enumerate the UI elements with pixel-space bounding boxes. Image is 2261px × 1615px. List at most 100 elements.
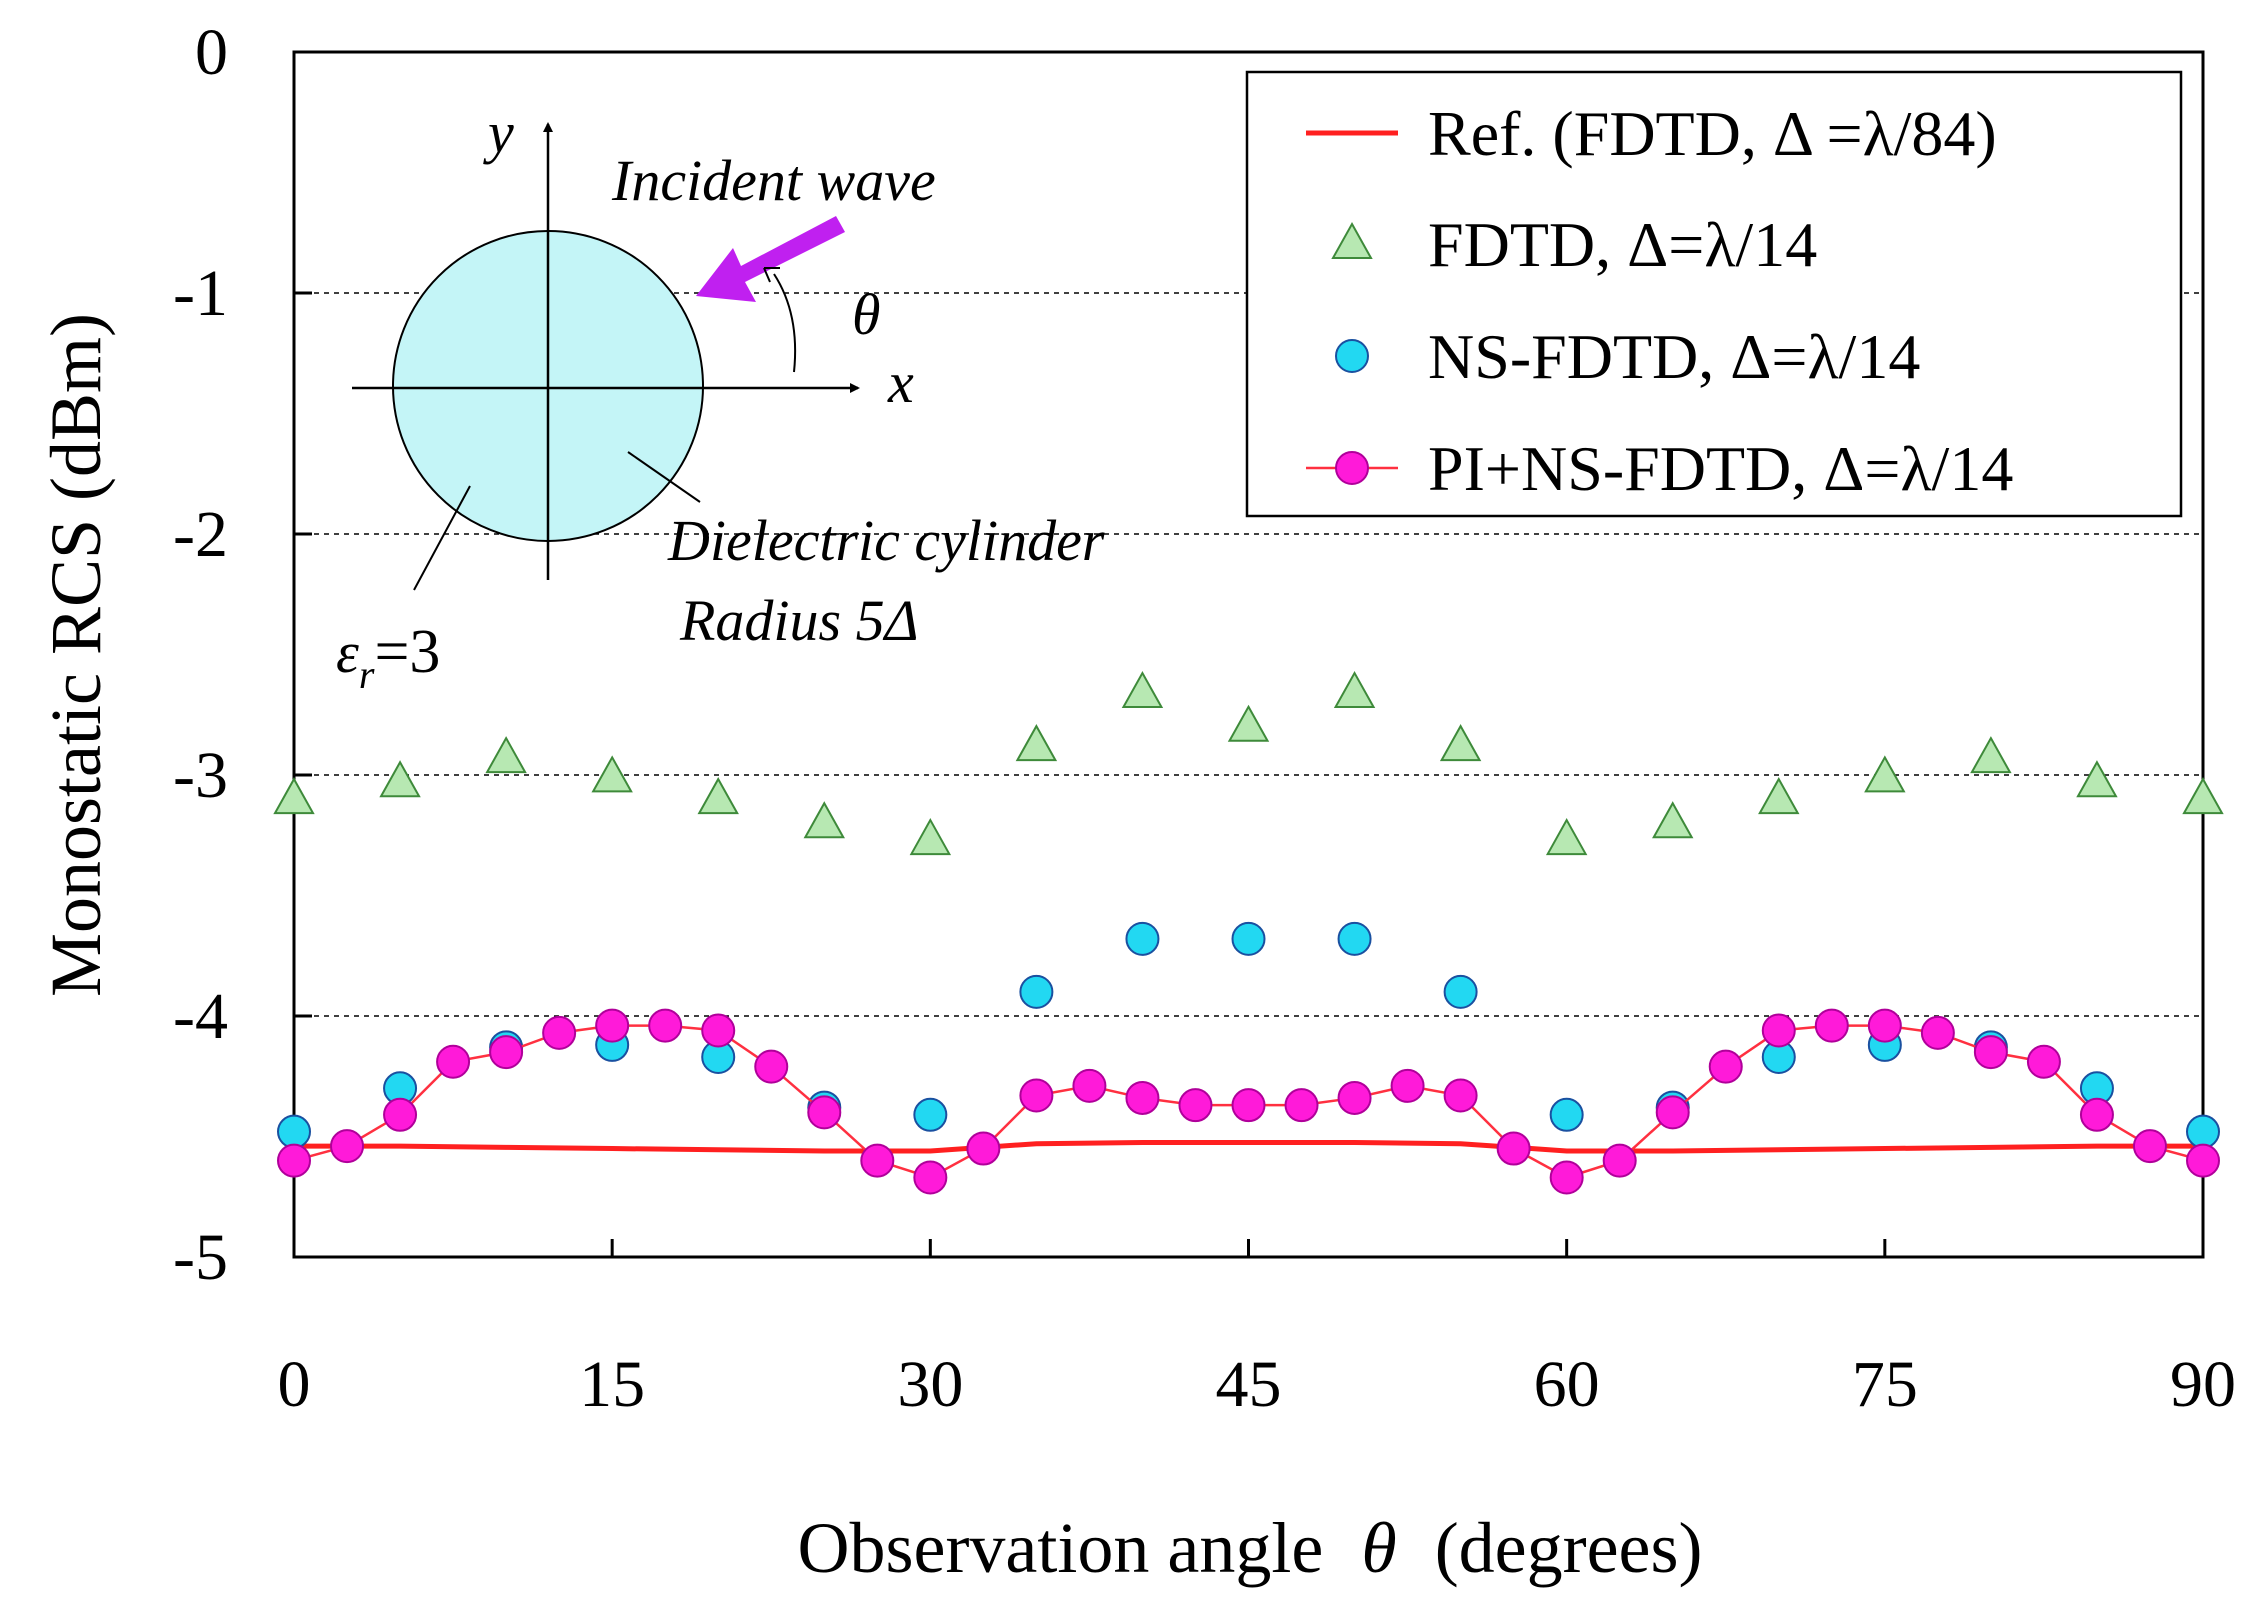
legend-entry-3: PI+NS-FDTD, Δ=λ/14	[1306, 433, 2013, 504]
pi-ns-fdtd-point	[1973, 1035, 2008, 1070]
pi-ns-fdtd-point	[1761, 1013, 1796, 1048]
axis-ticks: 0 15 30 45 60 75 90 0 -1 -2 -3 -4 -5	[173, 16, 2236, 1421]
ns-fdtd-point	[1337, 921, 1372, 956]
ns-fdtd-point	[277, 1114, 311, 1149]
pi-ns-fdtd-point	[1814, 1008, 1849, 1043]
x-tick-label: 30	[897, 1348, 963, 1421]
pi-ns-fdtd-point	[1920, 1015, 1955, 1050]
pi-ns-fdtd-point	[436, 1044, 471, 1079]
y-tick-label: -4	[173, 980, 228, 1053]
pi-ns-fdtd-point	[1708, 1049, 1743, 1084]
epsilon-leader	[413, 485, 471, 591]
inset-diagram: x y Incident wave θ Dielectric cylinder …	[336, 100, 1105, 697]
series-0	[294, 1140, 2203, 1154]
legend-items: Ref. (FDTD, Δ =λ/84) FDTD, Δ=λ/14 NS-FDTD,…	[1306, 98, 2013, 504]
pi-ns-fdtd-point	[754, 1049, 789, 1084]
theta-arc-head	[763, 267, 780, 283]
theta-arc	[773, 273, 797, 373]
fdtd-point	[1227, 704, 1270, 742]
epsilon-label: εr=3	[336, 618, 440, 697]
pi-ns-fdtd-point	[1390, 1068, 1425, 1103]
incident-wave-arrow	[696, 216, 845, 302]
x-tick-label: 0	[278, 1348, 311, 1421]
pi-ns-fdtd-point	[1496, 1131, 1531, 1166]
pi-ns-fdtd-point	[330, 1129, 365, 1164]
fdtd-point	[1758, 777, 1800, 815]
pi-ns-fdtd-point	[1443, 1078, 1478, 1113]
fdtd-point	[1121, 671, 1164, 709]
fdtd-point	[591, 755, 633, 793]
radius-label-text: Radius 5Δ	[679, 588, 919, 653]
legend-label: FDTD, Δ=λ/14	[1428, 209, 1817, 280]
ns-fdtd-point	[2186, 1114, 2220, 1149]
pi-ns-fdtd-point	[648, 1008, 683, 1043]
x-axis-title-text: Observation angle	[797, 1508, 1323, 1588]
pi-ns-fdtd-point	[1867, 1008, 1902, 1043]
epsilon-subscript: r	[359, 652, 375, 697]
y-tick-label: 0	[195, 16, 228, 89]
legend-box	[1245, 70, 2183, 518]
x-tick-label: 75	[1852, 1348, 1918, 1421]
fdtd-point	[909, 818, 952, 856]
ref-line	[294, 1140, 2203, 1154]
fdtd-point	[485, 736, 527, 774]
fdtd-point	[273, 777, 315, 815]
epsilon-value: =3	[374, 618, 440, 686]
fdtd-point	[1864, 755, 1906, 793]
pi-ns-fdtd-point	[2026, 1044, 2061, 1079]
pi-ns-fdtd-point	[2132, 1129, 2167, 1164]
incident-wave-label: Incident wave	[611, 148, 936, 213]
pi-ns-fdtd-point	[966, 1131, 1001, 1166]
ns-fdtd-point	[1125, 921, 1160, 956]
fdtd-point	[1652, 801, 1694, 839]
series-layer	[273, 671, 2224, 1195]
pi-ns-fdtd-point	[2079, 1097, 2114, 1132]
legend-label: PI+NS-FDTD, Δ=λ/14	[1428, 433, 2013, 504]
y-tick-label: -5	[173, 1221, 228, 1294]
pi-ns-fdtd-point	[1284, 1088, 1319, 1123]
cylinder-label: Dielectric cylinder	[667, 508, 1105, 573]
legend-swatch-marker	[1335, 451, 1369, 485]
x-tick-label: 60	[1534, 1348, 1600, 1421]
epsilon-symbol: ε	[336, 620, 359, 685]
pi-ns-fdtd-point	[913, 1160, 948, 1195]
pi-ns-fdtd-point	[2186, 1143, 2220, 1178]
series-3	[277, 1008, 2220, 1195]
legend-label: Ref. (FDTD, Δ =λ/84)	[1428, 98, 1997, 169]
ns-fdtd-point	[1019, 974, 1054, 1009]
legend-label: NS-FDTD, Δ=λ/14	[1428, 321, 1920, 392]
fdtd-point	[1333, 671, 1376, 709]
x-tick-label: 15	[579, 1348, 645, 1421]
x-tick-label: 90	[2170, 1348, 2236, 1421]
ns-fdtd-point	[913, 1097, 948, 1132]
ns-fdtd-point	[1549, 1097, 1584, 1132]
pi-ns-fdtd-point	[383, 1097, 418, 1132]
x-axis-title: Observation angle θ (degrees)	[797, 1508, 1702, 1588]
series-1	[273, 671, 2224, 856]
radius-label: Radius 5Δ	[679, 588, 919, 653]
pi-ns-fdtd-point	[1125, 1080, 1160, 1115]
ns-fdtd-point	[1231, 921, 1266, 956]
y-tick-label: -2	[173, 498, 228, 571]
ns-fdtd-point	[1443, 974, 1478, 1009]
theta-label: θ	[852, 282, 881, 347]
pi-ns-fdtd-point	[277, 1143, 311, 1178]
pi-ns-fdtd-point	[807, 1095, 842, 1130]
pi-ns-fdtd-point	[1019, 1078, 1054, 1113]
x-tick-label: 45	[1216, 1348, 1282, 1421]
fdtd-point	[2182, 777, 2224, 815]
y-axis-title: Monostatic RCS (dBm)	[36, 313, 116, 997]
pi-ns-fdtd-point	[701, 1013, 736, 1048]
fdtd-point	[1545, 818, 1588, 856]
pi-ns-fdtd-point	[489, 1035, 524, 1070]
pi-ns-fdtd-point	[542, 1015, 577, 1050]
pi-ns-fdtd-point	[1655, 1095, 1690, 1130]
pi-ns-fdtd-point	[1072, 1068, 1107, 1103]
x-axis-title-symbol: θ	[1361, 1508, 1396, 1588]
y-tick-label: -1	[173, 257, 228, 330]
y-tick-label: -3	[173, 739, 228, 812]
legend-entry-0: Ref. (FDTD, Δ =λ/84)	[1306, 98, 1997, 169]
pi-ns-fdtd-point	[1549, 1160, 1584, 1195]
legend-swatch-marker	[1331, 221, 1373, 259]
